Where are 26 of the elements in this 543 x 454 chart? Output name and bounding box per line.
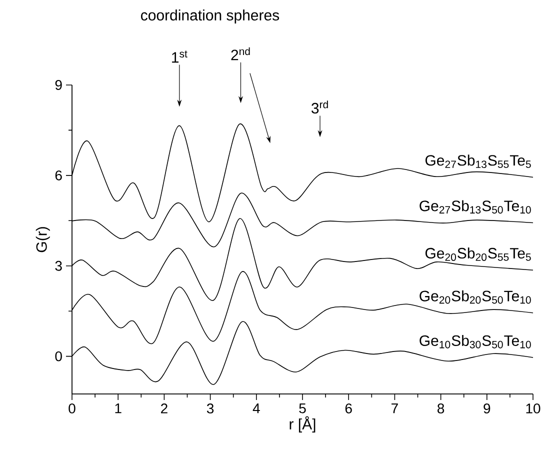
x-tick-label: 9 bbox=[484, 404, 490, 414]
series-label: Ge$_{20}$Sb$_{20}$S$_{55}$Te$_{5}$ bbox=[425, 248, 531, 261]
x-axis-title: r [Å] bbox=[290, 416, 316, 432]
x-tick-label: 0 bbox=[68, 404, 76, 414]
y-tick-label: 3 bbox=[55, 260, 62, 271]
chart-title: coordination spheres bbox=[141, 10, 280, 24]
x-tick-label: 5 bbox=[299, 404, 306, 414]
y-tick-label: 9 bbox=[55, 80, 62, 90]
series-label: Ge$_{27}$Sb$_{13}$S$_{50}$Te$_{10}$ bbox=[420, 200, 531, 214]
text: 2$^{nd}$ bbox=[231, 47, 250, 60]
x-tick-label: 7 bbox=[392, 404, 398, 414]
x-tick-label: 3 bbox=[206, 404, 214, 414]
x-tick-label: 4 bbox=[252, 404, 260, 414]
x-tick-label: 1 bbox=[115, 404, 122, 414]
x-tick-label: 6 bbox=[345, 404, 352, 414]
series-label: Ge$_{10}$Sb$_{30}$S$_{50}$Te$_{10}$ bbox=[420, 334, 531, 348]
annotation: 3$^{rd}$ bbox=[312, 100, 328, 114]
y-tick-label: 6 bbox=[55, 170, 62, 180]
y-axis-title: G(r) bbox=[36, 227, 50, 252]
x-tick-label: 10 bbox=[526, 404, 540, 414]
x-tick-label: 2 bbox=[161, 404, 168, 414]
series-label: Ge$_{27}$Sb$_{13}$S$_{55}$Te$_{5}$ bbox=[425, 154, 531, 168]
y-tick-label: 0 bbox=[55, 351, 62, 362]
text: 1$^{st}$ bbox=[172, 50, 188, 63]
x-tick-label: 8 bbox=[438, 404, 444, 414]
series-label: Ge$_{20}$Sb$_{20}$S$_{50}$Te$_{10}$ bbox=[420, 290, 531, 304]
